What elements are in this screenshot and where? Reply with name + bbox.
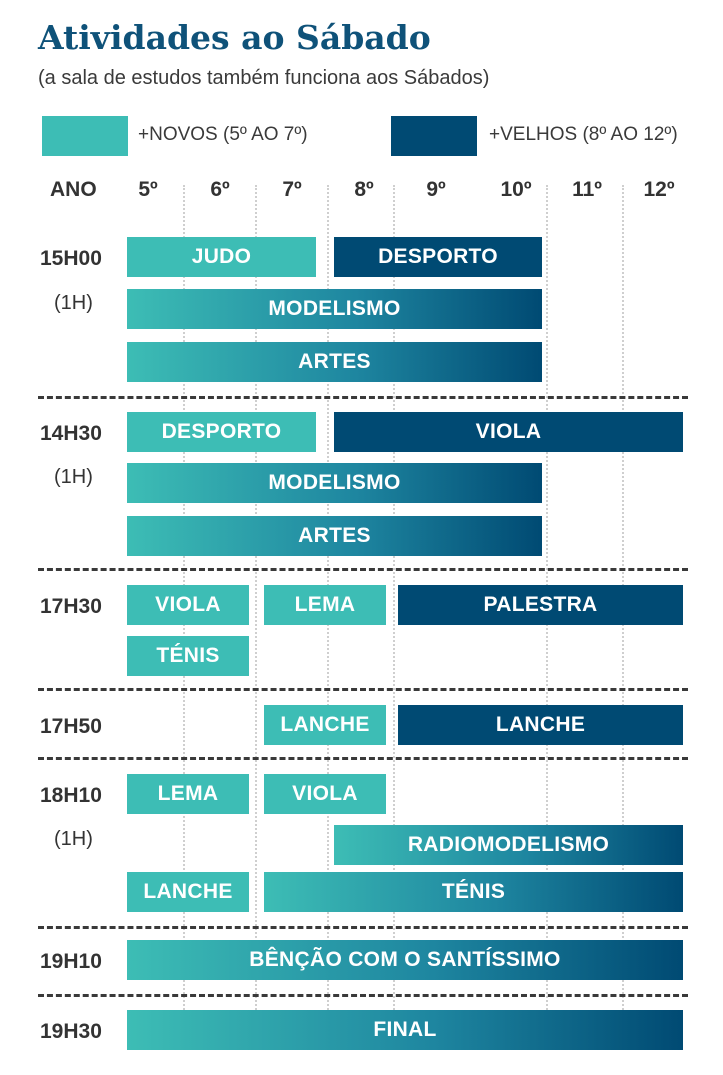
time-label: 14H30 bbox=[40, 422, 102, 445]
duration-label: (1H) bbox=[54, 292, 93, 314]
page-subtitle: (a sala de estudos também funciona aos S… bbox=[38, 67, 490, 89]
grade-header-9: 9º bbox=[426, 178, 446, 201]
row-separator bbox=[38, 396, 688, 399]
activity-bar-viola: VIOLA bbox=[127, 585, 249, 625]
row-separator bbox=[38, 568, 688, 571]
grade-header-11: 11º bbox=[572, 178, 602, 201]
legend-swatch-young bbox=[42, 116, 128, 156]
activity-bar-viola: VIOLA bbox=[264, 774, 386, 814]
time-label: 15H00 bbox=[40, 247, 102, 270]
activity-bar-lema: LEMA bbox=[264, 585, 386, 625]
grade-header-7: 7º bbox=[282, 178, 302, 201]
activity-bar-desporto: DESPORTO bbox=[127, 412, 316, 452]
row-separator bbox=[38, 688, 688, 691]
activity-bar-tenis: TÉNIS bbox=[264, 872, 683, 912]
page-title: Atividades ao Sábado bbox=[38, 18, 431, 57]
legend-swatch-old bbox=[391, 116, 477, 156]
grid-line bbox=[255, 185, 257, 1050]
activity-bar-viola: VIOLA bbox=[334, 412, 683, 452]
activity-bar-artes: ARTES bbox=[127, 342, 542, 382]
activity-bar-desporto: DESPORTO bbox=[334, 237, 542, 277]
time-label: 17H30 bbox=[40, 595, 102, 618]
activity-bar-tenis: TÉNIS bbox=[127, 636, 249, 676]
row-separator bbox=[38, 926, 688, 929]
row-separator bbox=[38, 994, 688, 997]
legend-label-old: +VELHOS (8º AO 12º) bbox=[489, 124, 678, 145]
activity-bar-modelismo: MODELISMO bbox=[127, 463, 542, 503]
year-header: ANO bbox=[50, 178, 97, 201]
time-label: 17H50 bbox=[40, 715, 102, 738]
row-separator bbox=[38, 757, 688, 760]
activity-bar-bencao: BÊNÇÃO COM O SANTÍSSIMO bbox=[127, 940, 683, 980]
grid-line bbox=[393, 185, 395, 1050]
activity-bar-final: FINAL bbox=[127, 1010, 683, 1050]
activity-bar-judo: JUDO bbox=[127, 237, 316, 277]
activity-bar-lanche: LANCHE bbox=[398, 705, 683, 745]
activity-bar-palestra: PALESTRA bbox=[398, 585, 683, 625]
activity-bar-radiomodelismo: RADIOMODELISMO bbox=[334, 825, 683, 865]
activity-bar-modelismo: MODELISMO bbox=[127, 289, 542, 329]
grade-header-5: 5º bbox=[138, 178, 158, 201]
legend-label-young: +NOVOS (5º AO 7º) bbox=[138, 124, 308, 145]
activity-bar-lanche: LANCHE bbox=[127, 872, 249, 912]
time-label: 19H30 bbox=[40, 1020, 102, 1043]
activity-bar-lema: LEMA bbox=[127, 774, 249, 814]
time-label: 18H10 bbox=[40, 784, 102, 807]
grade-header-10: 10º bbox=[500, 178, 532, 201]
activity-bar-lanche: LANCHE bbox=[264, 705, 386, 745]
time-label: 19H10 bbox=[40, 950, 102, 973]
grade-header-8: 8º bbox=[354, 178, 374, 201]
grade-header-6: 6º bbox=[210, 178, 230, 201]
duration-label: (1H) bbox=[54, 828, 93, 850]
activity-bar-artes: ARTES bbox=[127, 516, 542, 556]
grade-header-12: 12º bbox=[643, 178, 675, 201]
duration-label: (1H) bbox=[54, 466, 93, 488]
